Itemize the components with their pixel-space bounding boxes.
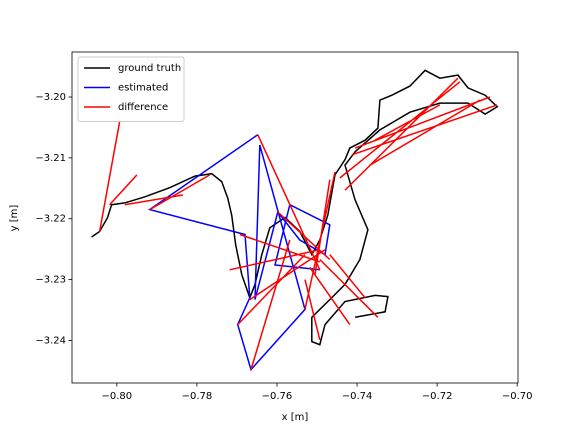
y-tick-label: −3.24 — [35, 335, 66, 346]
y-tick-label: −3.21 — [35, 153, 66, 164]
series-line — [91, 69, 499, 346]
x-tick-label: −0.78 — [182, 391, 213, 402]
x-tick-label: −0.80 — [102, 391, 133, 402]
x-tick-label: −0.72 — [422, 391, 453, 402]
legend-label: estimated — [118, 83, 168, 94]
legend-box — [77, 56, 185, 122]
x-tick-label: −0.70 — [502, 391, 533, 402]
x-tick-label: −0.74 — [342, 391, 373, 402]
y-tick-label: −3.20 — [35, 92, 66, 103]
y-tick-label: −3.23 — [35, 275, 66, 286]
x-axis-label: x [m] — [282, 412, 309, 423]
plot-frame — [71, 51, 519, 384]
x-tick-label: −0.76 — [262, 391, 293, 402]
y-tick-label: −3.22 — [35, 214, 66, 225]
legend-label: difference — [118, 102, 168, 113]
legend-label: ground truth — [118, 63, 181, 74]
series-line — [98, 77, 498, 370]
y-axis-label: y [m] — [9, 205, 20, 232]
